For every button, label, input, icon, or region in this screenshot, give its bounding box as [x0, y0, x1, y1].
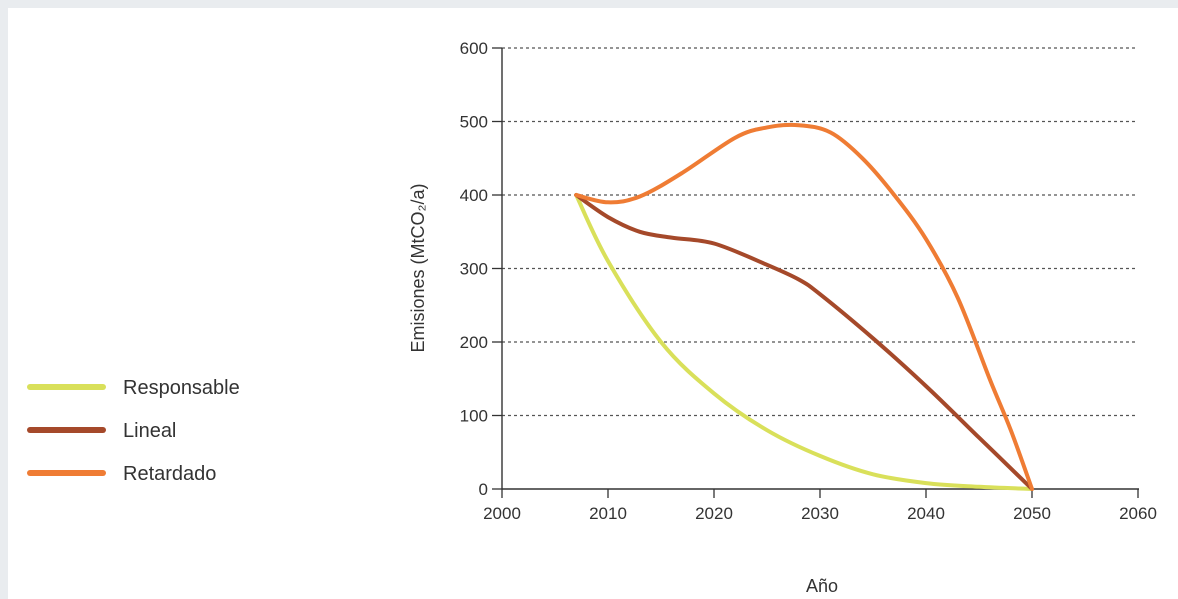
- x-tick-label-2030: 2030: [801, 504, 839, 523]
- y-tick-label-0: 0: [479, 480, 488, 499]
- y-tick-label-500: 500: [460, 113, 488, 132]
- tick-labels: 0 100 200 300 400 500 600 2000 2010 2020 2030 2040 2…: [460, 39, 1157, 523]
- axes: [492, 47, 1139, 498]
- y-tick-label-300: 300: [460, 260, 488, 279]
- emissions-line-chart: 0 100 200 300 400 500 600 2000 2010 2020 2030 2040 2…: [27, 39, 1157, 596]
- y-tick-label-200: 200: [460, 333, 488, 352]
- legend: Responsable Lineal Retardado: [27, 377, 240, 485]
- x-tick-label-2020: 2020: [695, 504, 733, 523]
- chart-frame: 0 100 200 300 400 500 600 2000 2010 2020 2030 2040 2…: [8, 8, 1178, 599]
- legend-item-retardado: Retardado: [27, 463, 216, 485]
- series-line-lineal: [574, 193, 1034, 491]
- x-tick-label-2040: 2040: [907, 504, 945, 523]
- legend-label-retardado: Retardado: [123, 463, 216, 485]
- legend-label-lineal: Lineal: [123, 420, 176, 442]
- legend-item-responsable: Responsable: [27, 377, 240, 399]
- x-tick-label-2010: 2010: [589, 504, 627, 523]
- y-tick-label-100: 100: [460, 407, 488, 426]
- grid-lines: [502, 47, 1138, 417]
- x-tick-label-2060: 2060: [1119, 504, 1157, 523]
- series-line-responsable: [574, 193, 1034, 491]
- legend-item-lineal: Lineal: [27, 420, 176, 442]
- y-tick-label-600: 600: [460, 39, 488, 58]
- x-tick-label-2000: 2000: [483, 504, 521, 523]
- y-tick-label-400: 400: [460, 186, 488, 205]
- series-line-retardado: [574, 122, 1034, 491]
- x-axis-title: Año: [806, 576, 838, 596]
- legend-label-responsable: Responsable: [123, 377, 240, 399]
- series-lines: [574, 122, 1034, 491]
- y-axis-title: Emisiones (MtCO₂/a): [408, 183, 428, 352]
- x-tick-label-2050: 2050: [1013, 504, 1051, 523]
